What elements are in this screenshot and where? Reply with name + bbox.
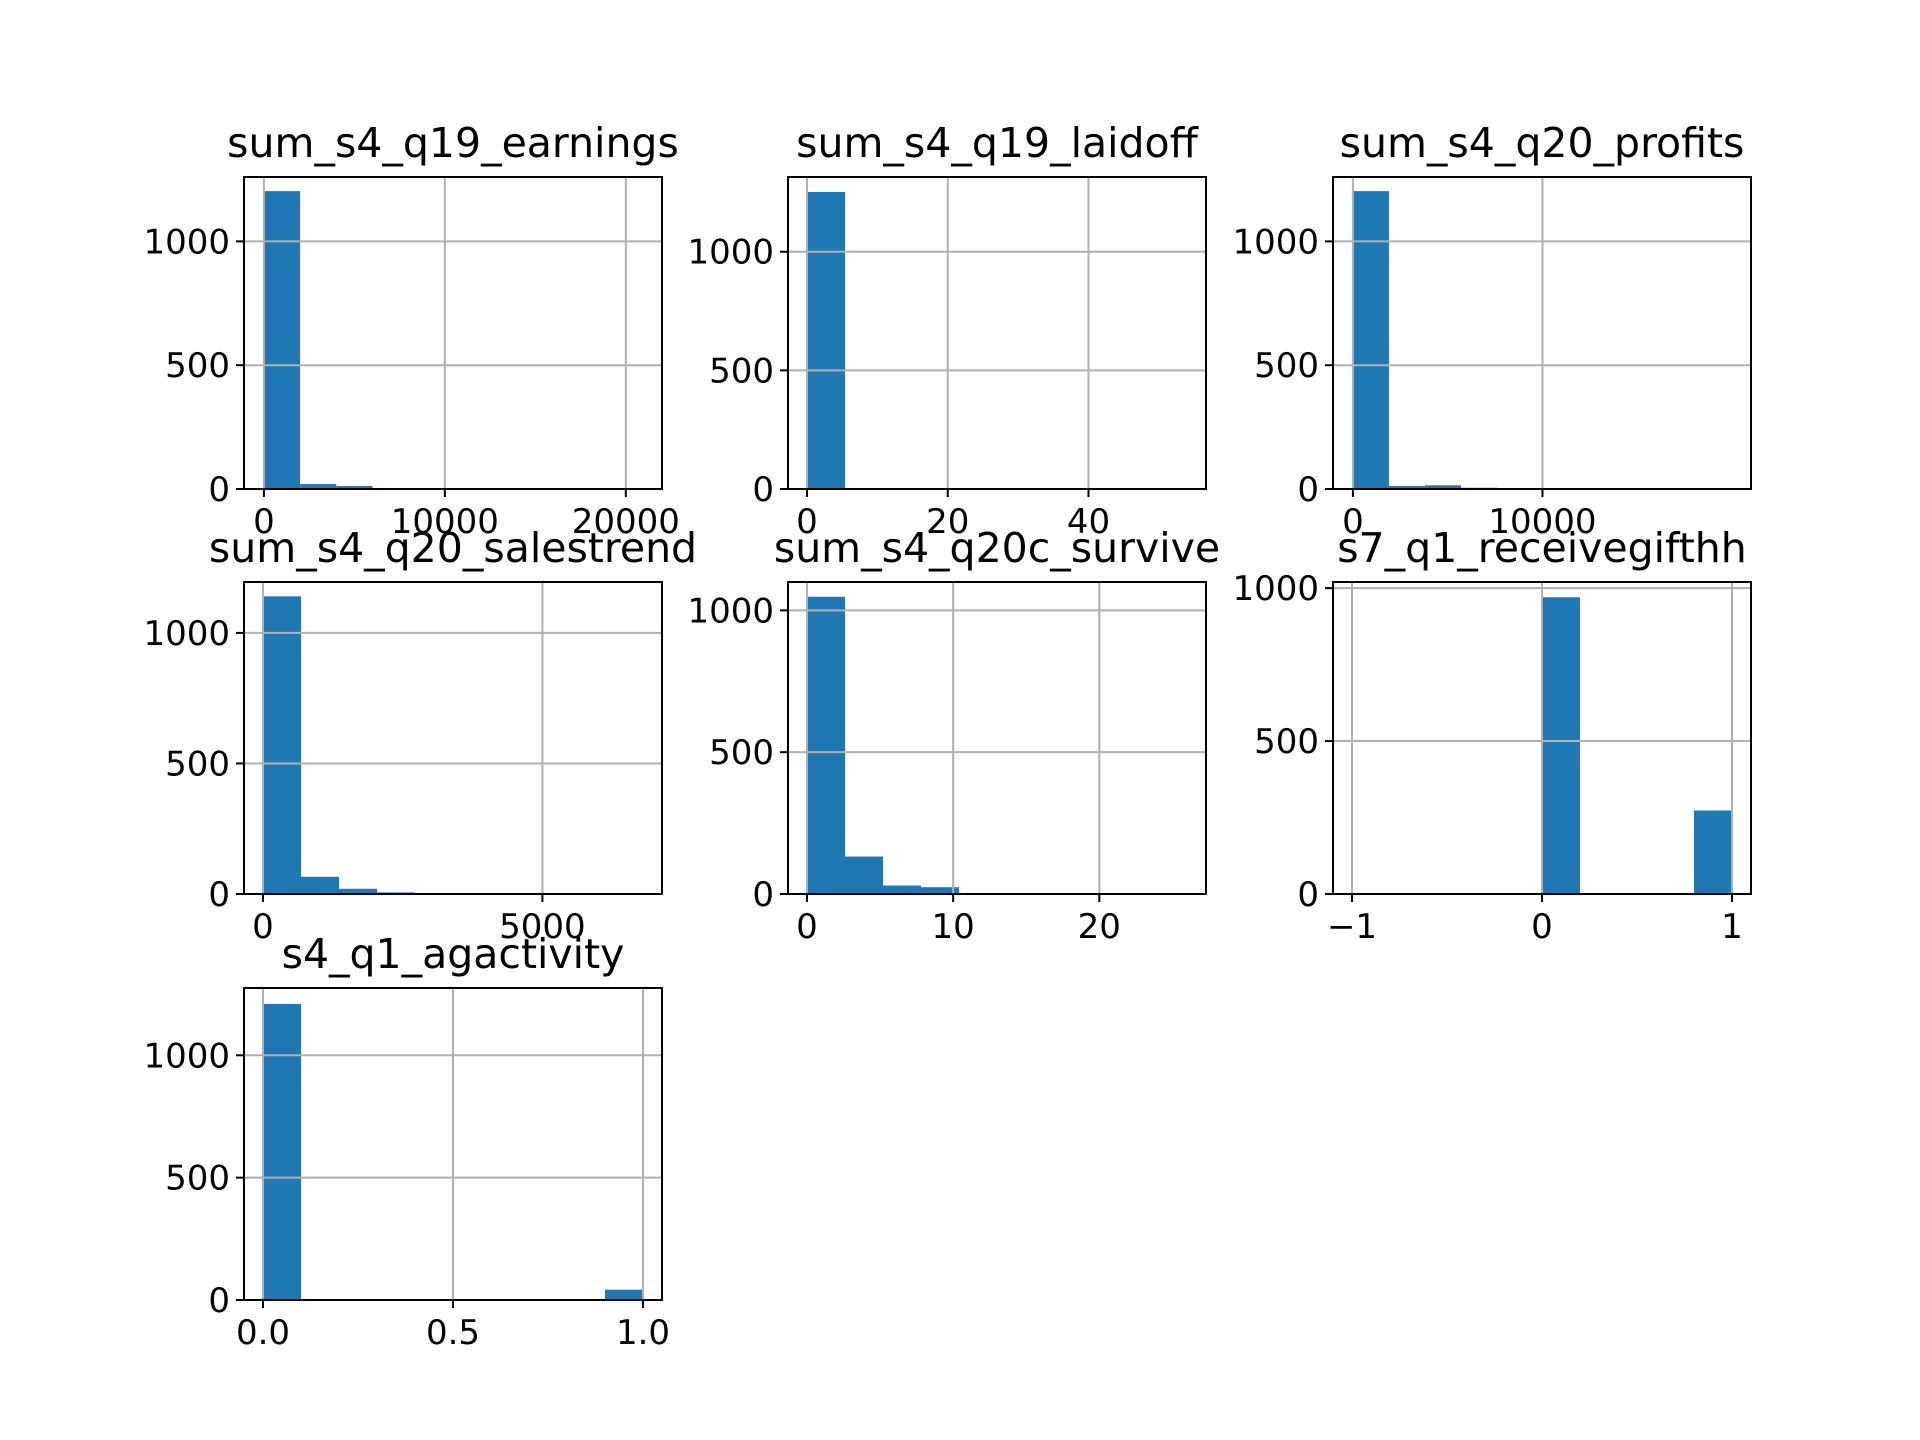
histogram-bar	[339, 888, 377, 894]
histogram-bar	[336, 486, 373, 489]
histogram-bar	[605, 1289, 643, 1300]
y-tick-label: 1000	[1232, 569, 1319, 609]
y-tick-label: 500	[709, 733, 774, 773]
y-tick-label: 500	[165, 346, 230, 386]
subplot-3: 0 10000 0 500 1000 sum_s4_q20_profits	[1232, 119, 1752, 542]
histogram-bar	[883, 885, 921, 894]
x-tick-label: 0	[252, 907, 274, 947]
x-tick-label: 5000	[499, 907, 586, 947]
subplot-title: sum_s4_q20c_survive	[774, 524, 1220, 572]
x-tick-label: −1	[1327, 907, 1377, 947]
subplot-title: sum_s4_q19_laidoff	[796, 119, 1199, 167]
histogram-bar	[1352, 191, 1389, 489]
subplot-title: sum_s4_q19_earnings	[227, 119, 679, 167]
axes-frame	[243, 176, 663, 490]
x-tick-label: 10000	[391, 502, 499, 542]
x-tick-label: 0.0	[236, 1313, 290, 1353]
histogram-bar	[1542, 597, 1580, 894]
y-tick-label: 0	[208, 875, 230, 915]
y-tick-label: 500	[165, 744, 230, 784]
x-tick-label: 0	[253, 502, 275, 542]
subplot-title: s7_q1_receivegifthh	[1337, 524, 1747, 572]
axes-frame	[243, 581, 663, 895]
x-tick-label: 1	[1721, 907, 1743, 947]
y-tick-label: 500	[1254, 722, 1319, 762]
y-tick-label: 500	[165, 1159, 230, 1199]
subplot-title: sum_s4_q20_salestrend	[209, 524, 697, 572]
y-tick-label: 1000	[1232, 222, 1319, 262]
x-tick-label: 20	[1078, 907, 1121, 947]
y-tick-label: 1000	[687, 233, 774, 273]
y-tick-label: 500	[709, 351, 774, 391]
x-tick-label: 0	[796, 502, 818, 542]
histogram-bar	[263, 191, 301, 489]
histogram-bar	[263, 596, 301, 894]
histogram-bar	[1424, 485, 1461, 489]
x-tick-label: 20	[926, 502, 969, 542]
x-tick-label: 10	[932, 907, 975, 947]
y-tick-label: 1000	[687, 591, 774, 631]
subplot-title: s4_q1_agactivity	[282, 930, 625, 978]
histogram-bar	[301, 876, 339, 894]
x-tick-label: 10000	[1488, 502, 1596, 542]
subplot-1: 0 10000 20000 0 500 1000 sum_s4_q19_earnings	[143, 119, 679, 542]
subplot-4: 0 5000 0 500 1000 sum_s4_q20_salestrend	[143, 524, 697, 947]
y-tick-label: 0	[752, 470, 774, 510]
histogram-bar	[807, 596, 845, 894]
y-tick-label: 0	[208, 1281, 230, 1321]
y-tick-label: 0	[208, 470, 230, 510]
y-tick-label: 500	[1254, 346, 1319, 386]
x-tick-label: 0.5	[426, 1313, 480, 1353]
histogram-bar	[1694, 810, 1732, 894]
y-tick-label: 1000	[143, 222, 230, 262]
y-tick-label: 1000	[143, 614, 230, 654]
x-tick-label: 0	[1342, 502, 1364, 542]
subplot-title: sum_s4_q20_profits	[1340, 119, 1745, 167]
y-tick-label: 0	[752, 875, 774, 915]
x-tick-label: 0	[796, 907, 818, 947]
histogram-bar	[300, 484, 337, 489]
axes-frame	[787, 176, 1207, 490]
subplot-2: 0 20 40 0 500 1000 sum_s4_q19_laidoff	[687, 119, 1207, 542]
histogram-bar	[845, 856, 883, 894]
subplot-7: 0.0 0.5 1.0 0 500 1000 s4_q1_agactivity	[143, 930, 670, 1353]
histogram-bar	[807, 191, 845, 490]
x-tick-label: 40	[1067, 502, 1110, 542]
histogram-bar	[921, 887, 959, 894]
histogram-bar	[1388, 486, 1425, 489]
y-tick-label: 1000	[143, 1036, 230, 1076]
y-tick-label: 0	[1297, 470, 1319, 510]
y-tick-label: 0	[1297, 875, 1319, 915]
x-tick-label: 1.0	[616, 1313, 670, 1353]
x-tick-label: 20000	[572, 502, 680, 542]
axes-frame	[787, 581, 1207, 895]
histogram-bar	[263, 1003, 301, 1300]
x-tick-label: 0	[1531, 907, 1553, 947]
